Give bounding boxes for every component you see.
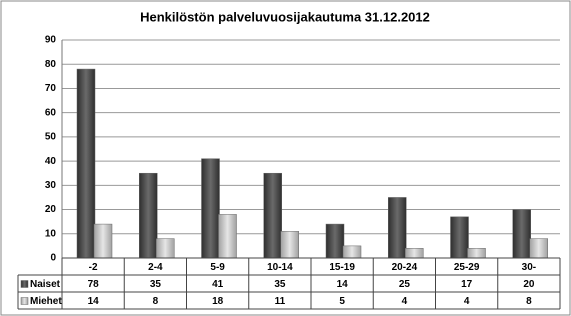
y-tick-label: 70	[45, 83, 57, 94]
data-label: 14	[88, 296, 100, 307]
data-label: 4	[402, 296, 408, 307]
x-tick-label: 20-24	[392, 262, 418, 273]
data-label: 14	[337, 279, 349, 290]
y-tick-label: 20	[45, 204, 57, 215]
bar	[325, 223, 345, 259]
data-label: 78	[88, 279, 100, 290]
data-label: 41	[212, 279, 224, 290]
bar	[76, 68, 96, 259]
x-tick-label: 5-9	[210, 262, 225, 273]
bar	[93, 223, 113, 259]
bar	[388, 197, 407, 259]
data-label: 5	[339, 296, 345, 307]
plot-area	[62, 40, 560, 258]
data-label: 25	[399, 279, 411, 290]
data-label: 11	[275, 296, 286, 307]
data-label: 17	[461, 279, 473, 290]
y-tick-label: 10	[45, 228, 57, 239]
data-label: 18	[212, 296, 224, 307]
y-tick-label: 50	[45, 132, 57, 143]
bar	[529, 238, 548, 259]
y-tick-label: 80	[45, 59, 57, 70]
data-label: 8	[153, 296, 159, 307]
data-label: 20	[523, 279, 535, 290]
bar	[218, 214, 237, 259]
bar	[280, 231, 299, 259]
legend-label: Naiset	[30, 279, 61, 290]
bar	[263, 172, 282, 259]
legend-swatch	[20, 280, 29, 288]
bar	[405, 248, 424, 259]
x-tick-label: -2	[89, 262, 98, 273]
legend-label: Miehet	[30, 296, 62, 307]
data-label: 35	[150, 279, 162, 290]
data-label: 35	[274, 279, 286, 290]
bar	[156, 238, 175, 259]
chart-title: Henkilöstön palveluvuosijakautuma 31.12.…	[140, 9, 430, 24]
y-tick-label: 40	[45, 156, 57, 167]
y-tick-label: 30	[45, 180, 57, 191]
legend-swatch	[20, 297, 29, 305]
data-label: 4	[464, 296, 470, 307]
x-tick-label: 30-	[522, 262, 536, 273]
bar	[139, 172, 158, 259]
x-tick-label: 25-29	[454, 262, 480, 273]
x-tick-label: 15-19	[329, 262, 355, 273]
data-label: 8	[526, 296, 532, 307]
y-tick-label: 0	[50, 253, 56, 264]
bar	[201, 158, 220, 259]
x-tick-label: 2-4	[148, 262, 163, 273]
bar	[450, 216, 469, 259]
x-tick-label: 10-14	[267, 262, 293, 273]
bar	[512, 209, 531, 259]
bar	[467, 248, 486, 259]
y-tick-label: 60	[45, 107, 57, 118]
bar	[342, 245, 362, 259]
y-tick-label: 90	[45, 35, 57, 46]
